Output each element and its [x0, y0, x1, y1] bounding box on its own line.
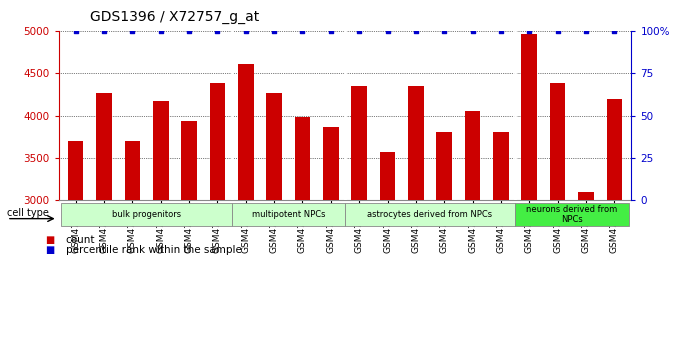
Bar [68, 141, 83, 200]
Bar [238, 64, 253, 200]
Bar [96, 93, 112, 200]
Bar [465, 110, 480, 200]
Point [354, 28, 365, 34]
Bar [408, 86, 424, 200]
Bar [515, 203, 629, 226]
Point [609, 28, 620, 34]
Point [70, 28, 81, 34]
Bar [437, 132, 452, 200]
Bar [522, 34, 537, 200]
Point [212, 28, 223, 34]
Bar [578, 193, 594, 200]
Point [580, 28, 591, 34]
Bar [550, 83, 565, 200]
Bar [153, 101, 168, 200]
Point [552, 28, 563, 34]
Point [467, 28, 478, 34]
Point [155, 28, 166, 34]
Bar [295, 117, 310, 200]
Bar [61, 203, 232, 226]
Bar [380, 152, 395, 200]
Bar [323, 127, 339, 200]
Point [382, 28, 393, 34]
Point [268, 28, 279, 34]
Bar [607, 99, 622, 200]
Bar [345, 203, 515, 226]
Point [495, 28, 506, 34]
Bar [125, 141, 140, 200]
Text: multipotent NPCs: multipotent NPCs [252, 210, 325, 219]
Point [297, 28, 308, 34]
Text: astrocytes derived from NPCs: astrocytes derived from NPCs [368, 210, 493, 219]
Text: neurons derived from
NPCs: neurons derived from NPCs [526, 205, 618, 225]
Text: cell type: cell type [7, 208, 49, 218]
Point [325, 28, 336, 34]
Text: bulk progenitors: bulk progenitors [112, 210, 181, 219]
Point [99, 28, 110, 34]
Text: percentile rank within the sample: percentile rank within the sample [66, 245, 242, 255]
Text: count: count [66, 235, 95, 245]
Text: ■: ■ [45, 235, 54, 245]
Point [524, 28, 535, 34]
Bar [210, 83, 225, 200]
Bar [266, 93, 282, 200]
Bar [493, 132, 509, 200]
Bar [232, 203, 345, 226]
Text: ■: ■ [45, 245, 54, 255]
Bar [181, 121, 197, 200]
Point [240, 28, 251, 34]
Point [184, 28, 195, 34]
Bar [351, 86, 367, 200]
Point [439, 28, 450, 34]
Point [411, 28, 422, 34]
Point [127, 28, 138, 34]
Text: GDS1396 / X72757_g_at: GDS1396 / X72757_g_at [90, 10, 259, 24]
